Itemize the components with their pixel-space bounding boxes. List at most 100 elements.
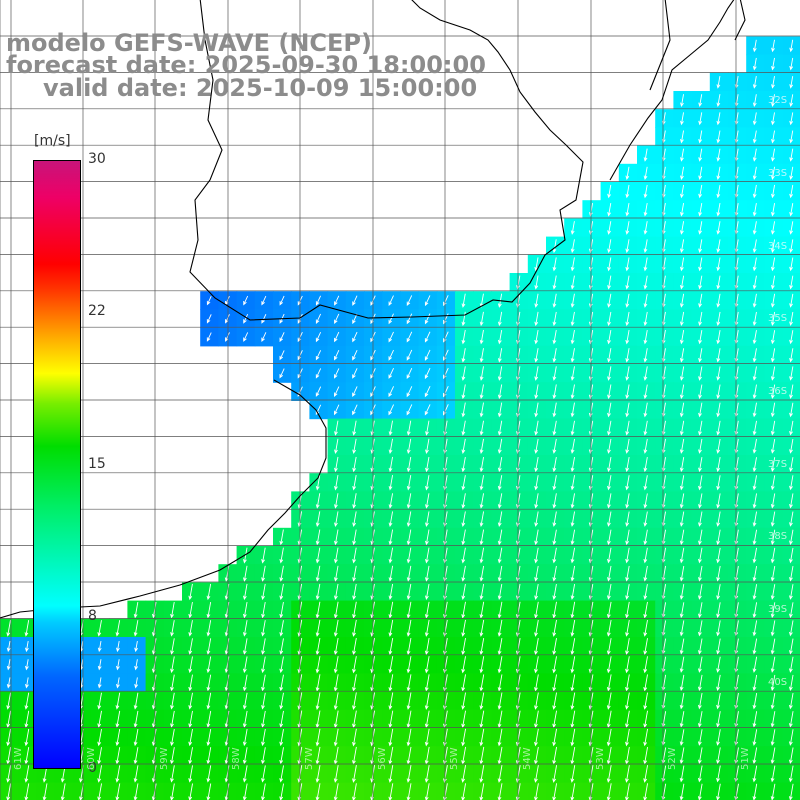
wind-arrow: [698, 420, 703, 436]
wind-arrow: [97, 677, 102, 689]
wind-arrow: [115, 765, 121, 783]
wind-arrow: [570, 475, 575, 491]
wind-arrow: [206, 332, 212, 342]
wind-arrow: [625, 656, 630, 674]
wind-arrow: [315, 601, 321, 619]
wind-arrow: [388, 583, 394, 601]
wind-arrow: [752, 184, 757, 199]
wind-arrow: [752, 638, 758, 655]
wind-arrow: [243, 332, 249, 342]
wind-arrow: [388, 331, 394, 343]
wind-arrow: [698, 402, 703, 418]
wind-arrow: [625, 710, 630, 729]
wind-arrow: [770, 330, 776, 345]
wind-arrow: [461, 329, 466, 345]
lat-label: 37S: [768, 459, 788, 470]
wind-arrow: [97, 692, 102, 710]
wind-arrow: [334, 331, 340, 343]
wind-arrow: [352, 547, 357, 564]
wind-arrow: [206, 314, 212, 324]
wind-arrow: [625, 457, 630, 473]
wind-arrow: [770, 420, 776, 436]
wind-arrow: [789, 330, 794, 345]
wind-arrow: [279, 729, 284, 747]
wind-arrow: [588, 710, 594, 729]
wind-arrow: [497, 511, 503, 527]
wind-arrow: [698, 602, 703, 619]
wind-arrow: [388, 493, 394, 509]
wind-arrows: [6, 39, 794, 800]
wind-arrow: [643, 148, 648, 162]
wind-arrow: [116, 640, 120, 653]
wind-arrow: [770, 529, 776, 546]
wind-arrow: [643, 366, 648, 381]
wind-arrow: [752, 293, 757, 308]
wind-arrow: [716, 293, 721, 308]
wind-arrow: [716, 765, 721, 783]
wind-arrow: [188, 656, 193, 674]
wind-arrow: [607, 547, 612, 564]
wind-arrow: [606, 765, 612, 783]
wind-arrow: [497, 710, 503, 729]
wind-arrow: [133, 692, 139, 710]
wind-arrow: [279, 638, 284, 655]
wind-arrow: [497, 420, 503, 436]
wind-arrow: [333, 565, 339, 582]
wind-arrow: [388, 456, 393, 473]
wind-arrow: [388, 349, 394, 361]
wind-arrow: [6, 640, 11, 653]
wind-arrow: [607, 584, 612, 600]
wind-arrow: [406, 475, 412, 491]
wind-arrow: [406, 438, 412, 454]
wind-arrow: [279, 295, 285, 306]
wind-arrow: [570, 547, 576, 564]
wind-arrow: [388, 674, 394, 692]
wind-arrow: [333, 783, 339, 800]
lat-label: 39S: [768, 604, 788, 615]
wind-arrow: [461, 692, 466, 710]
wind-arrow: [752, 94, 757, 107]
wind-arrow: [497, 311, 503, 327]
wind-arrow: [315, 656, 321, 674]
wind-arrow: [625, 402, 630, 418]
wind-arrow: [716, 166, 721, 181]
wind-arrow: [679, 257, 685, 272]
wind-arrow: [552, 547, 557, 564]
wind-arrow: [6, 659, 11, 671]
wind-arrow: [643, 348, 648, 363]
wind-arrow: [789, 239, 794, 253]
wind-arrow: [789, 511, 794, 527]
wind-arrow: [315, 783, 321, 800]
wind-arrow: [679, 239, 685, 254]
wind-arrow: [388, 368, 394, 379]
wind-arrow: [479, 348, 484, 363]
wind-arrow: [461, 311, 466, 327]
wind-arrow: [752, 39, 757, 53]
wind-arrow: [770, 620, 776, 637]
wind-arrow: [224, 674, 230, 692]
wind-arrow: [461, 366, 466, 381]
wind-arrow: [697, 729, 703, 746]
wind-arrow: [497, 601, 503, 619]
wind-arrow: [279, 547, 284, 564]
wind-arrow: [261, 620, 266, 637]
wind-arrow: [497, 348, 503, 363]
wind-arrow: [497, 746, 503, 765]
wind-arrow: [424, 692, 430, 710]
wind-arrow: [352, 475, 357, 491]
wind-arrow: [607, 511, 612, 527]
wind-arrow: [315, 475, 321, 491]
wind-arrow: [570, 493, 576, 509]
wind-arrow: [698, 529, 703, 546]
wind-arrow: [607, 457, 612, 473]
wind-arrow: [424, 765, 430, 783]
wind-arrow: [643, 293, 648, 308]
wind-arrow: [170, 728, 175, 747]
wind-arrow: [188, 710, 193, 728]
wind-arrow: [789, 420, 794, 436]
wind-arrow: [588, 674, 594, 692]
wind-arrow: [570, 384, 575, 400]
wind-arrow: [643, 166, 648, 181]
wind-arrow: [461, 783, 467, 800]
